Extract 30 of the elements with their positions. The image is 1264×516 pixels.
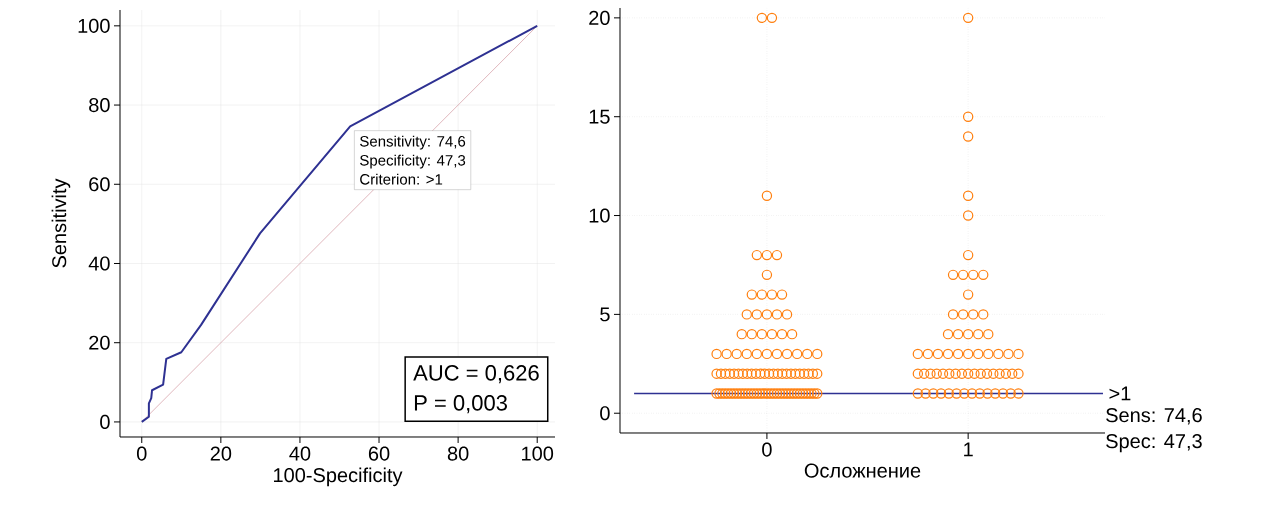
y-tick-label: 20 bbox=[589, 10, 610, 25]
x-tick-label: 80 bbox=[447, 446, 469, 461]
x-tick-label: 1 bbox=[964, 442, 973, 457]
annotation: AUC = 0,626 bbox=[413, 365, 539, 384]
x-tick-label: 100 bbox=[522, 446, 554, 461]
y-tick-label: 5 bbox=[600, 307, 610, 322]
annotation: Specificity: 47,3 bbox=[360, 154, 466, 169]
y-tick-label: 80 bbox=[89, 97, 110, 113]
x-axis-title: Осложнение bbox=[804, 463, 921, 478]
x-tick-label: 20 bbox=[210, 446, 232, 461]
y-tick-label: 40 bbox=[88, 256, 110, 271]
y-tick-label: 60 bbox=[89, 177, 110, 192]
x-tick-label: 0 bbox=[762, 442, 772, 457]
text: Spec: 47,3 bbox=[1106, 434, 1202, 453]
x-tick-label: 40 bbox=[289, 446, 311, 461]
y-tick-label: 10 bbox=[589, 208, 610, 223]
annotation: P = 0,003 bbox=[414, 395, 507, 414]
y-tick-label: 0 bbox=[100, 414, 110, 430]
x-tick-label: 0 bbox=[136, 446, 147, 461]
x-tick-label: 60 bbox=[368, 446, 390, 461]
y-tick-label: 100 bbox=[78, 18, 110, 33]
y-tick-label: 20 bbox=[89, 335, 110, 350]
y-tick-label: 15 bbox=[589, 109, 610, 124]
x-axis-title: 100-Specificity bbox=[274, 467, 403, 487]
ref-line-label: >1 bbox=[1109, 386, 1131, 401]
annotation: Criterion: >1 bbox=[360, 173, 443, 185]
y-axis-title: Sensitivity bbox=[51, 178, 71, 268]
annotation: Sensitivity: 74,6 bbox=[360, 135, 466, 150]
y-tick-label: 0 bbox=[600, 406, 610, 421]
text: Sens: 74,6 bbox=[1106, 408, 1202, 425]
